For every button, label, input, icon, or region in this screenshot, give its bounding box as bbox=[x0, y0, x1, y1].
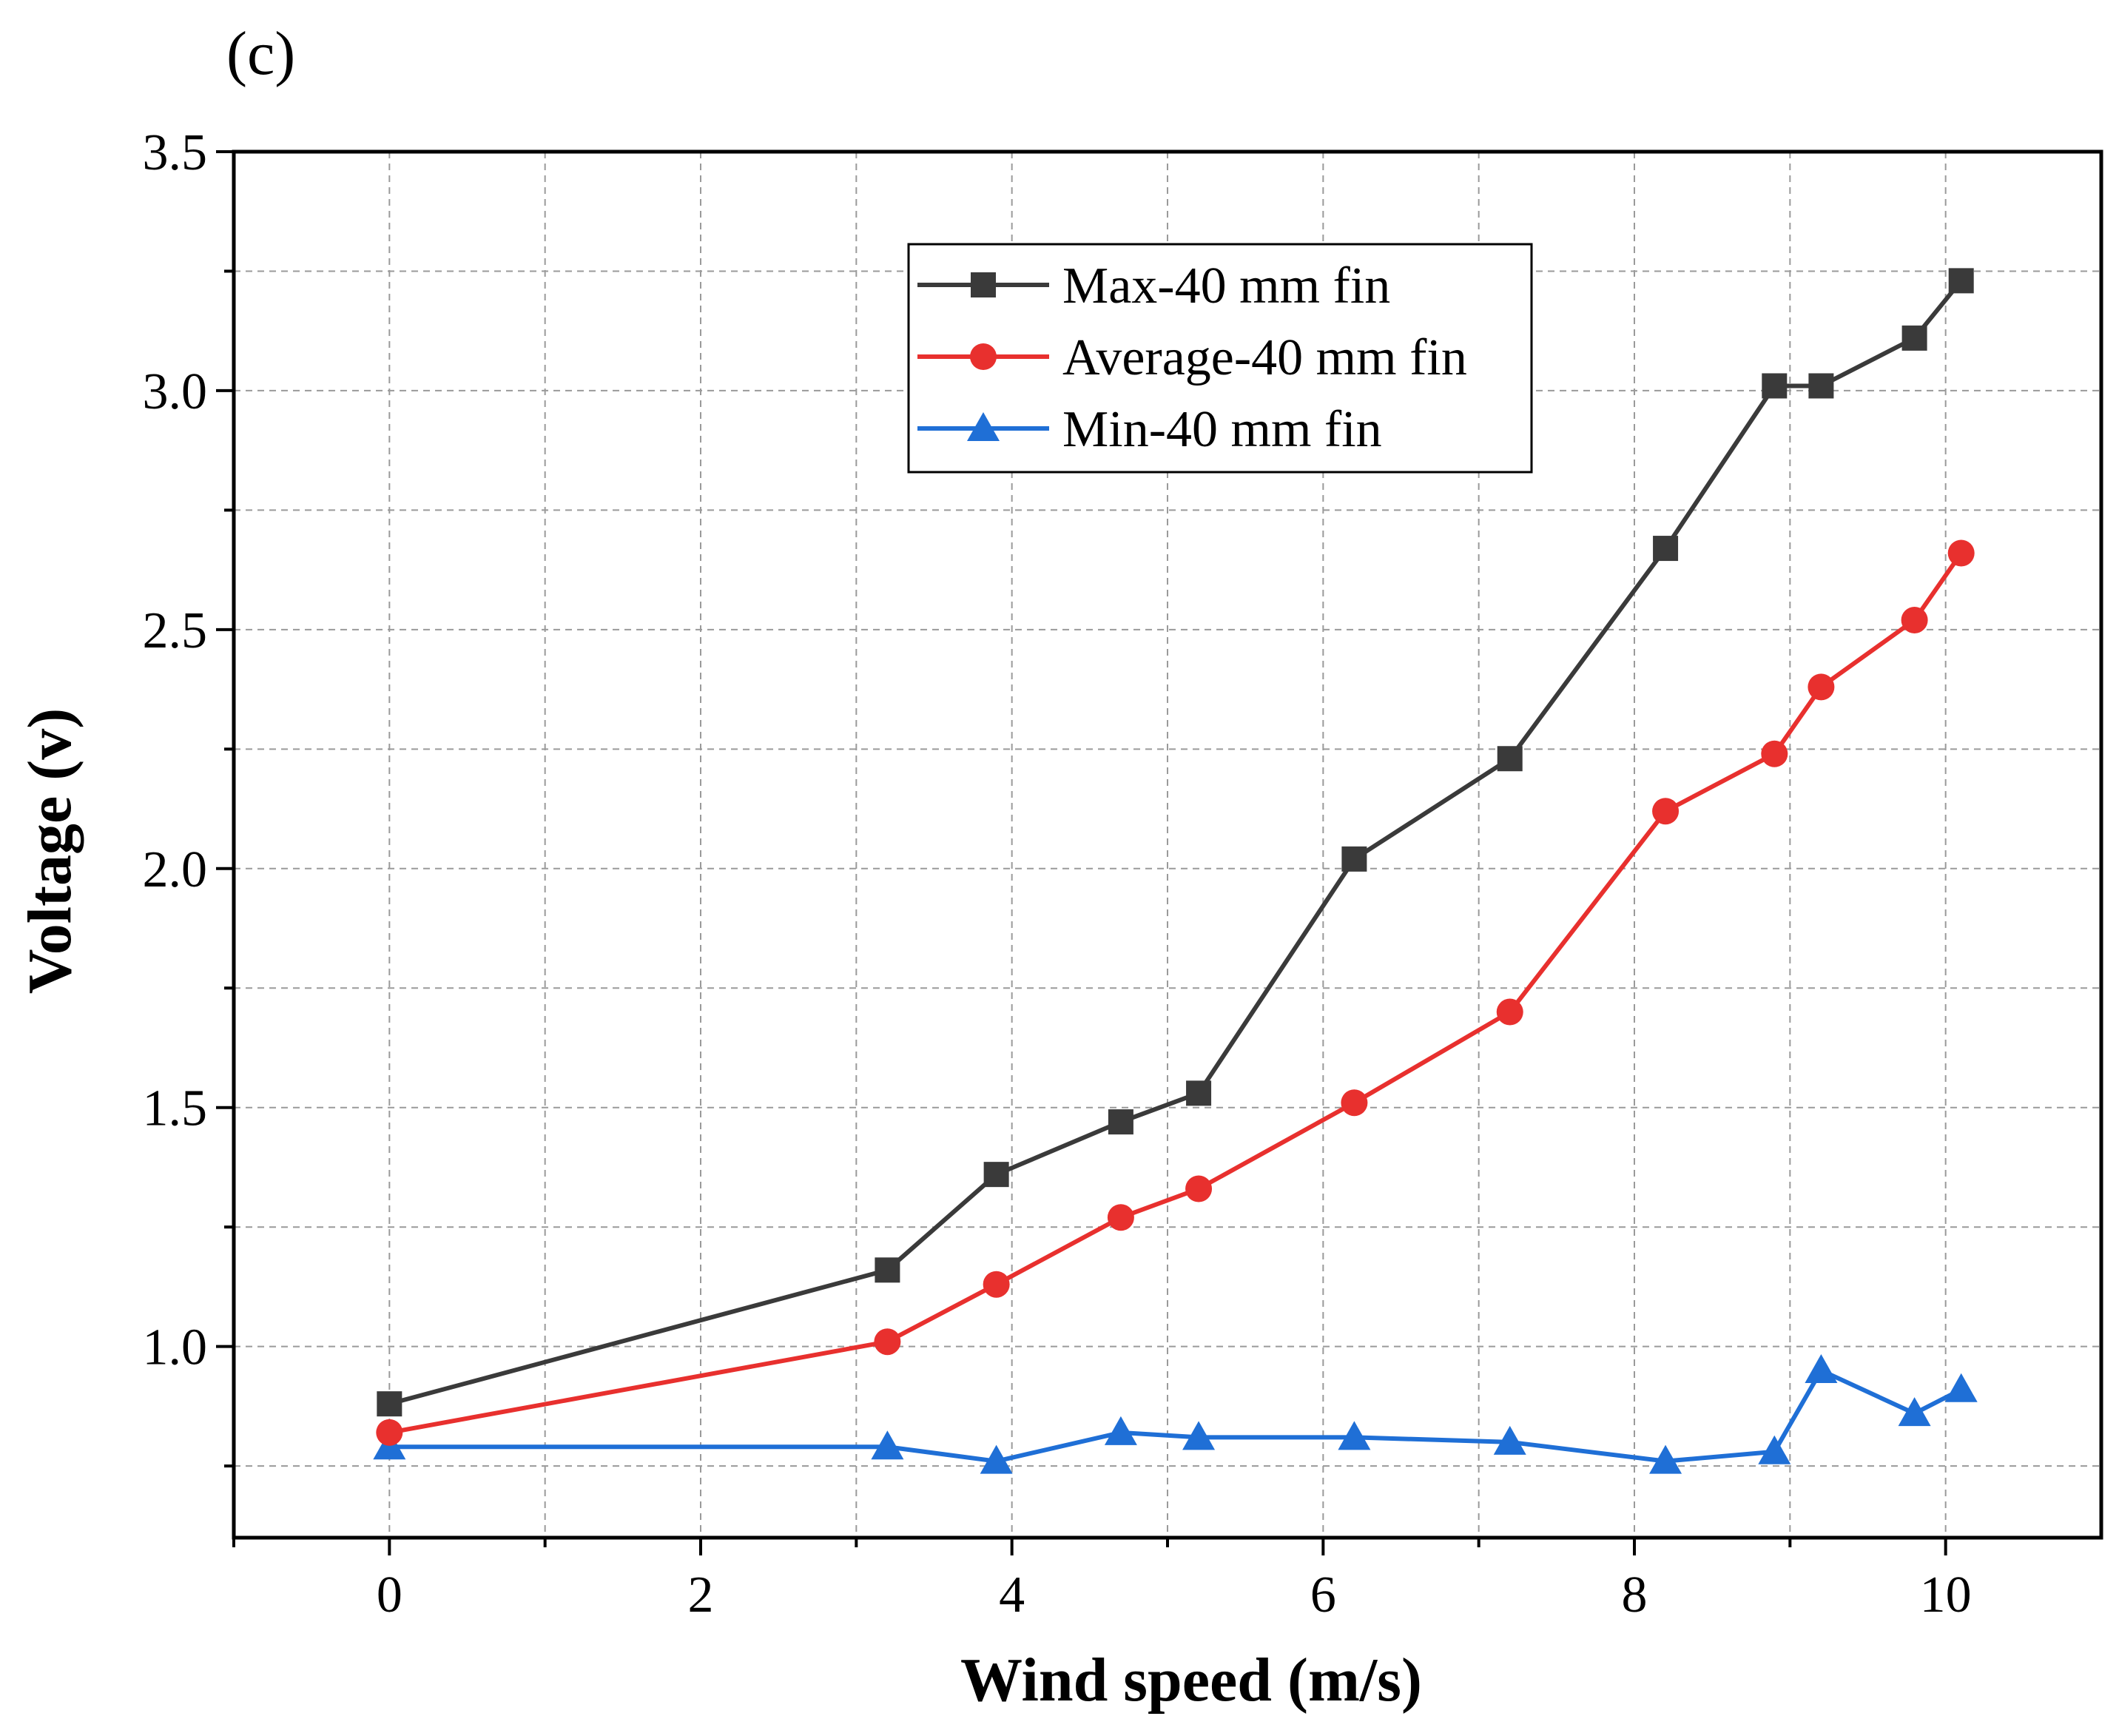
x-tick-label: 2 bbox=[688, 1567, 714, 1624]
data-point bbox=[1493, 1425, 1526, 1455]
series-circle bbox=[376, 539, 1975, 1446]
data-point bbox=[1948, 268, 1974, 294]
data-point bbox=[1108, 1109, 1133, 1135]
data-point bbox=[1808, 373, 1834, 399]
data-point bbox=[1901, 325, 1927, 351]
x-axis-title: Wind speed (m/s) bbox=[960, 1646, 1422, 1715]
data-point bbox=[1653, 536, 1679, 562]
data-point bbox=[1652, 798, 1680, 825]
series-layer bbox=[373, 268, 1978, 1474]
data-point bbox=[1898, 1397, 1931, 1427]
series-square bbox=[377, 268, 1974, 1417]
data-point bbox=[1185, 1175, 1213, 1202]
legend: Max-40 mm fin Average-40 mm fin Min-40 mm … bbox=[907, 243, 1533, 474]
data-point bbox=[871, 1430, 904, 1460]
data-point bbox=[1182, 1421, 1216, 1450]
x-tick-label: 8 bbox=[1622, 1567, 1648, 1624]
data-point bbox=[1496, 998, 1523, 1026]
data-point bbox=[875, 1257, 900, 1283]
data-point bbox=[1758, 1435, 1791, 1464]
data-point bbox=[1762, 373, 1788, 399]
plot-frame bbox=[232, 149, 2103, 1540]
y-axis-title: Voltage (v) bbox=[16, 708, 84, 995]
legend-marker bbox=[970, 343, 997, 370]
legend-label: Max-40 mm fin bbox=[1062, 258, 1390, 314]
legend-label: Min-40 mm fin bbox=[1062, 401, 1382, 458]
series-line bbox=[388, 551, 1964, 1435]
x-tick-label: 0 bbox=[377, 1567, 402, 1624]
y-tick-label: 2.0 bbox=[143, 841, 208, 898]
legend-marker bbox=[971, 272, 996, 297]
data-point bbox=[980, 1444, 1013, 1474]
data-point bbox=[1649, 1444, 1682, 1474]
y-tick-label: 2.5 bbox=[143, 602, 208, 659]
data-point bbox=[1104, 1416, 1137, 1445]
data-point bbox=[1107, 1204, 1134, 1231]
y-tick-label: 1.0 bbox=[143, 1319, 208, 1376]
x-tick-label: 6 bbox=[1310, 1567, 1336, 1624]
data-point bbox=[1497, 746, 1523, 772]
data-point bbox=[874, 1328, 901, 1356]
x-tick-label: 4 bbox=[999, 1567, 1025, 1624]
axes: 0 2 4 6 8 10 1.0 1.5 2.0 2.5 3.0 3.5 bbox=[143, 124, 2103, 1624]
data-point bbox=[1338, 1421, 1371, 1450]
data-point bbox=[983, 1271, 1010, 1298]
data-point bbox=[1341, 846, 1367, 872]
data-point bbox=[983, 1162, 1009, 1188]
series-line bbox=[389, 1367, 1963, 1464]
y-tick-label: 1.5 bbox=[143, 1080, 208, 1137]
data-point bbox=[1341, 1089, 1368, 1117]
series-line bbox=[388, 279, 1964, 1407]
data-point bbox=[1805, 1353, 1838, 1383]
y-tick-label: 3.5 bbox=[143, 124, 208, 181]
y-tick-label: 3.0 bbox=[143, 363, 208, 420]
data-point bbox=[1947, 539, 1975, 567]
data-point bbox=[377, 1391, 402, 1417]
data-point bbox=[1186, 1080, 1212, 1106]
data-point bbox=[1761, 740, 1788, 767]
data-point bbox=[376, 1419, 403, 1446]
data-point bbox=[1808, 673, 1835, 701]
data-point bbox=[1944, 1373, 1978, 1402]
legend-marker bbox=[967, 412, 1000, 441]
legend-label: Average-40 mm fin bbox=[1062, 329, 1467, 386]
data-point bbox=[1901, 606, 1928, 633]
panel-label: (c) bbox=[226, 19, 295, 88]
series-triangle bbox=[373, 1353, 1978, 1474]
x-tick-label: 10 bbox=[1920, 1567, 1972, 1624]
